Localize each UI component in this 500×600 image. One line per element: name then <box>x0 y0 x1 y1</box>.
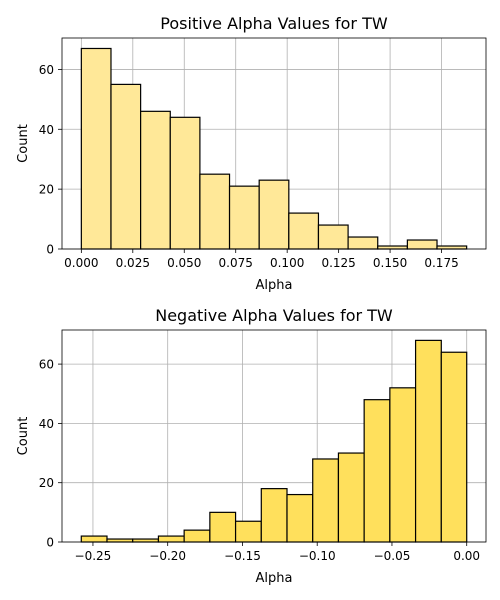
x-tick-label: −0.15 <box>224 549 261 563</box>
x-tick-label: −0.20 <box>149 549 186 563</box>
histogram-bar <box>110 83 142 250</box>
histogram-bar <box>169 116 201 250</box>
histogram-bar <box>347 236 379 250</box>
histogram-bar <box>377 245 408 250</box>
chart-title: Positive Alpha Values for TW <box>160 14 388 33</box>
histogram-bar <box>258 179 290 250</box>
histogram-bars <box>80 47 468 250</box>
histogram-bars <box>80 339 468 543</box>
x-tick-label: −0.10 <box>299 549 336 563</box>
histogram-bar <box>312 458 340 543</box>
histogram-bar <box>337 452 365 543</box>
histogram-bar <box>132 538 160 543</box>
histogram-bar <box>440 351 468 543</box>
y-tick-label: 20 <box>39 476 54 490</box>
y-tick-label: 60 <box>39 63 54 77</box>
histogram-bar <box>414 339 442 543</box>
histogram-bar <box>286 493 314 543</box>
histogram-bar <box>389 387 417 543</box>
y-tick-label: 40 <box>39 123 54 137</box>
y-tick-label: 20 <box>39 183 54 197</box>
x-tick-label: 0.100 <box>270 256 304 270</box>
x-tick-label: 0.000 <box>64 256 98 270</box>
y-tick-label: 0 <box>46 536 54 550</box>
chart-negative: −0.25 −0.20 −0.15 −0.10 −0.05 0.00 0 20 40 60 Nega… <box>16 306 487 586</box>
histogram-bar <box>209 511 237 543</box>
y-axis-label: Count <box>16 417 31 456</box>
histogram-bar <box>406 239 438 250</box>
y-tick-label: 60 <box>39 358 54 372</box>
histogram-bar <box>317 224 349 250</box>
histogram-bar <box>234 520 262 543</box>
chart-title: Negative Alpha Values for TW <box>155 306 393 325</box>
histogram-bar <box>183 529 211 543</box>
histogram-bar <box>228 185 260 250</box>
y-tick-label: 0 <box>46 243 54 257</box>
x-tick-label: 0.00 <box>453 549 480 563</box>
histogram-bar <box>260 488 288 543</box>
x-tick-label: −0.05 <box>374 549 411 563</box>
histogram-bar <box>80 535 108 543</box>
x-tick-label: 0.075 <box>219 256 253 270</box>
x-tick-label: 0.175 <box>424 256 458 270</box>
histogram-bar <box>288 212 320 250</box>
x-tick-label: 0.025 <box>116 256 150 270</box>
y-axis-label: Count <box>16 124 31 163</box>
histogram-bar <box>80 47 112 250</box>
histogram-bar <box>199 173 231 250</box>
histogram-bar <box>140 110 171 250</box>
x-tick-label: 0.050 <box>167 256 201 270</box>
plot-frame <box>61 37 487 250</box>
histogram-bar <box>157 535 185 543</box>
histogram-bar <box>436 245 468 250</box>
plot-frame <box>61 329 487 543</box>
histogram-bar <box>363 399 391 543</box>
x-tick-label: −0.25 <box>75 549 112 563</box>
x-axis-label: Alpha <box>256 571 293 586</box>
y-tick-label: 40 <box>39 417 54 431</box>
histogram-bar <box>106 538 134 543</box>
x-tick-label: 0.125 <box>321 256 355 270</box>
x-tick-label: 0.150 <box>373 256 407 270</box>
chart-positive: 0.000 0.025 0.050 0.075 0.100 0.125 0.150 0.175… <box>16 14 487 293</box>
x-axis-label: Alpha <box>256 278 293 293</box>
